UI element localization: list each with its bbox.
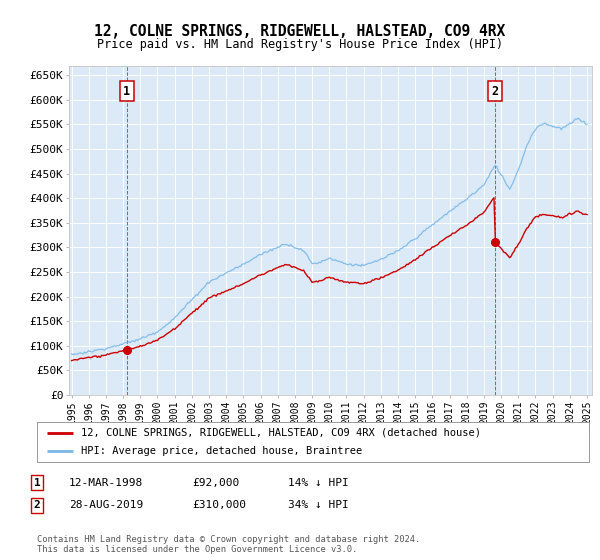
Text: £92,000: £92,000 [192,478,239,488]
Text: 2: 2 [491,85,499,97]
Text: 1: 1 [123,85,130,97]
Text: 12, COLNE SPRINGS, RIDGEWELL, HALSTEAD, CO9 4RX: 12, COLNE SPRINGS, RIDGEWELL, HALSTEAD, … [94,25,506,39]
Text: 12, COLNE SPRINGS, RIDGEWELL, HALSTEAD, CO9 4RX (detached house): 12, COLNE SPRINGS, RIDGEWELL, HALSTEAD, … [82,428,481,437]
Text: Price paid vs. HM Land Registry's House Price Index (HPI): Price paid vs. HM Land Registry's House … [97,38,503,51]
Text: 34% ↓ HPI: 34% ↓ HPI [288,500,349,510]
Text: HPI: Average price, detached house, Braintree: HPI: Average price, detached house, Brai… [82,446,362,456]
Text: 12-MAR-1998: 12-MAR-1998 [69,478,143,488]
Text: 2: 2 [34,500,41,510]
Text: £310,000: £310,000 [192,500,246,510]
Text: Contains HM Land Registry data © Crown copyright and database right 2024.
This d: Contains HM Land Registry data © Crown c… [37,535,421,554]
Text: 28-AUG-2019: 28-AUG-2019 [69,500,143,510]
Text: 14% ↓ HPI: 14% ↓ HPI [288,478,349,488]
Text: 1: 1 [34,478,41,488]
